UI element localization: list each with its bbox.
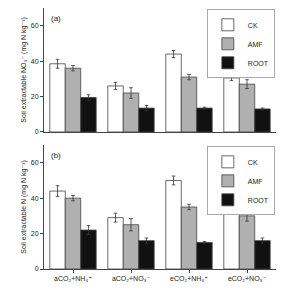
svg-text:(a): (a) bbox=[51, 14, 61, 23]
svg-text:AMF: AMF bbox=[248, 178, 263, 185]
svg-text:Soil extractable NO₃⁻ (mg N kg: Soil extractable NO₃⁻ (mg N kg⁻¹) bbox=[20, 17, 28, 123]
svg-text:40: 40 bbox=[31, 195, 39, 202]
svg-text:AMF: AMF bbox=[248, 41, 263, 48]
svg-text:eCO₂+NO₃⁻: eCO₂+NO₃⁻ bbox=[228, 275, 267, 282]
svg-text:ROOT: ROOT bbox=[248, 197, 269, 204]
svg-text:aCO₂+NO₃⁻: aCO₂+NO₃⁻ bbox=[112, 275, 151, 282]
svg-text:60: 60 bbox=[31, 22, 39, 29]
svg-text:CK: CK bbox=[248, 22, 258, 29]
svg-text:20: 20 bbox=[31, 93, 39, 100]
svg-text:0: 0 bbox=[35, 265, 39, 272]
svg-text:0: 0 bbox=[35, 128, 39, 135]
svg-text:ROOT: ROOT bbox=[248, 60, 269, 67]
svg-text:60: 60 bbox=[31, 159, 39, 166]
svg-text:eCO₂+NH₄⁺: eCO₂+NH₄⁺ bbox=[170, 275, 208, 282]
svg-text:20: 20 bbox=[31, 230, 39, 237]
svg-text:(b): (b) bbox=[51, 151, 61, 160]
svg-text:40: 40 bbox=[31, 58, 39, 65]
svg-text:CK: CK bbox=[248, 159, 258, 166]
svg-text:aCO₂+NH₄⁺: aCO₂+NH₄⁺ bbox=[54, 275, 92, 282]
svg-text:Soil extractable N (mg N kg⁻¹): Soil extractable N (mg N kg⁻¹) bbox=[20, 160, 28, 254]
